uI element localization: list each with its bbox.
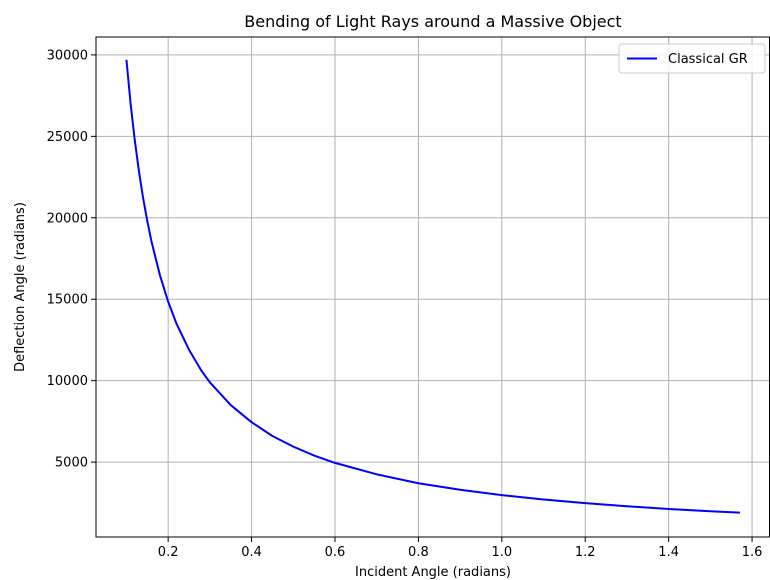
y-tick-label: 15000 — [47, 293, 88, 308]
y-axis-label: Deflection Angle (radians) — [13, 202, 28, 372]
legend-box — [618, 43, 766, 74]
y-tick-label: 25000 — [47, 130, 88, 145]
x-tick-label: 1.0 — [491, 545, 512, 560]
x-tick-label: 1.4 — [658, 545, 679, 560]
series-line-classical-gr — [125, 59, 740, 514]
x-axis-label: Incident Angle (radians) — [355, 565, 511, 580]
y-tick-label: 5000 — [55, 456, 88, 471]
x-axis-ticks: 0.2 0.4 0.6 0.8 1.0 1.2 1.4 1.6 — [158, 537, 763, 560]
x-tick-label: 0.8 — [408, 545, 429, 560]
y-tick-label: 30000 — [47, 48, 88, 63]
x-tick-label: 0.6 — [325, 545, 346, 560]
y-axis-ticks: 5000 10000 15000 20000 25000 30000 — [47, 48, 96, 471]
x-tick-label: 1.2 — [575, 545, 596, 560]
legend: Classical GR — [618, 43, 766, 74]
chart-title: Bending of Light Rays around a Massive O… — [244, 12, 621, 31]
legend-label-classical-gr: Classical GR — [668, 52, 748, 67]
series-layer — [125, 59, 740, 514]
x-tick-label: 0.4 — [241, 545, 262, 560]
y-tick-label: 10000 — [47, 374, 88, 389]
x-tick-label: 0.2 — [158, 545, 179, 560]
y-tick-label: 20000 — [47, 211, 88, 226]
grid-lines — [96, 37, 770, 537]
x-tick-label: 1.6 — [742, 545, 763, 560]
